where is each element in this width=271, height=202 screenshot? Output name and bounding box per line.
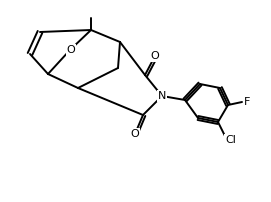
Text: Cl: Cl — [225, 135, 236, 145]
Text: O: O — [131, 129, 139, 139]
Text: O: O — [67, 45, 75, 55]
Text: O: O — [151, 51, 159, 61]
Text: N: N — [158, 91, 166, 101]
Text: F: F — [244, 97, 250, 107]
